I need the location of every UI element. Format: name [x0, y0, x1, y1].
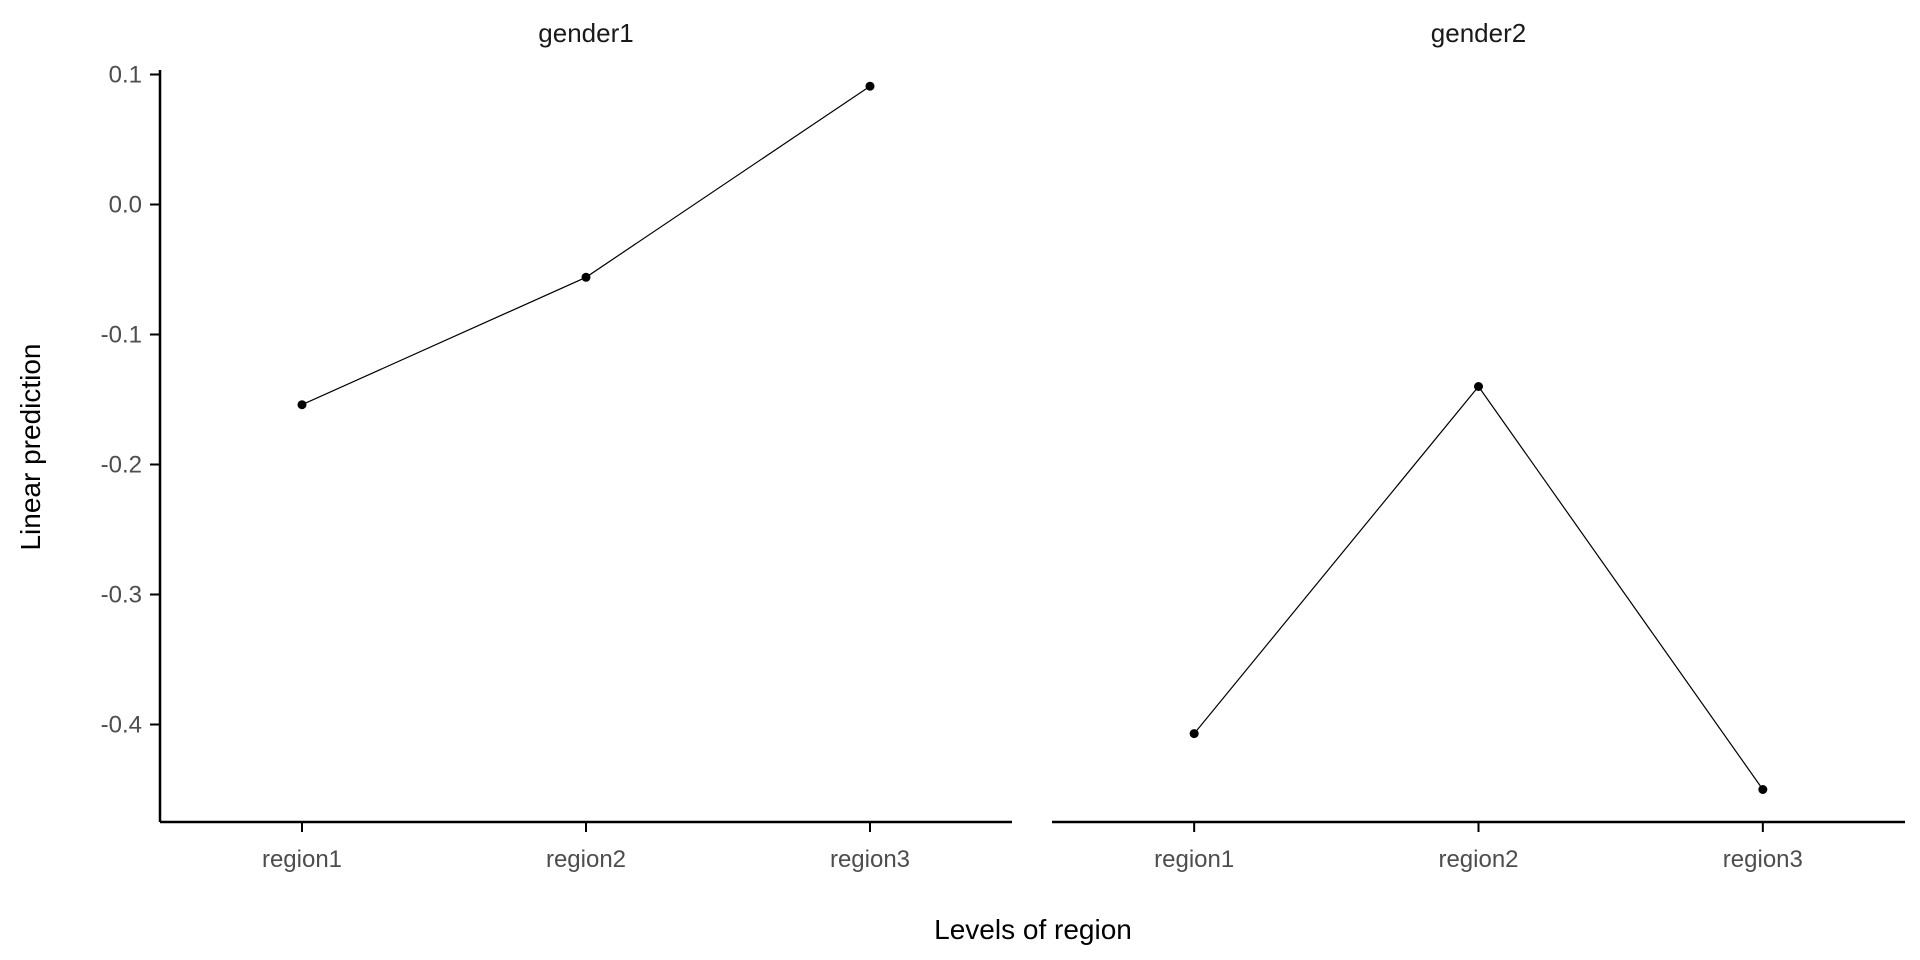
data-point: [297, 400, 307, 410]
panel-2: gender2 region1 region2 region3: [1052, 18, 1905, 873]
panel-1: gender1 region1 region2 region3 0.1 0.0 -0.1 -0…: [101, 18, 1012, 873]
y-tick-label: -0.4: [101, 712, 142, 739]
data-point: [1758, 785, 1768, 794]
panel-2-series-line: [1193, 385, 1764, 790]
y-tick-label: -0.1: [101, 322, 142, 349]
x-axis-title: Levels of region: [934, 914, 1132, 945]
y-tick-label: 0.0: [109, 192, 142, 219]
y-tick-label: -0.3: [101, 582, 142, 609]
panel-1-title: gender1: [538, 18, 633, 48]
data-point: [1189, 729, 1199, 739]
x-tick-label: region1: [1154, 846, 1234, 873]
x-tick-label: region3: [830, 846, 910, 873]
y-tick-label: -0.2: [101, 452, 142, 479]
x-tick-label: region3: [1723, 846, 1803, 873]
x-tick-label: region2: [546, 846, 626, 873]
data-point: [581, 272, 591, 282]
x-tick-label: region2: [1438, 846, 1518, 873]
panels-layer: gender1 region1 region2 region3 0.1 0.0 -0.1 -0…: [101, 18, 1905, 873]
x-tick-label: region1: [262, 846, 342, 873]
data-point: [1474, 382, 1483, 391]
data-point: [865, 81, 875, 91]
panel-2-title: gender2: [1431, 18, 1526, 48]
y-tick-label: 0.1: [109, 62, 142, 89]
panel-1-series-line: [301, 85, 871, 406]
y-axis-title: Linear prediction: [15, 343, 46, 550]
